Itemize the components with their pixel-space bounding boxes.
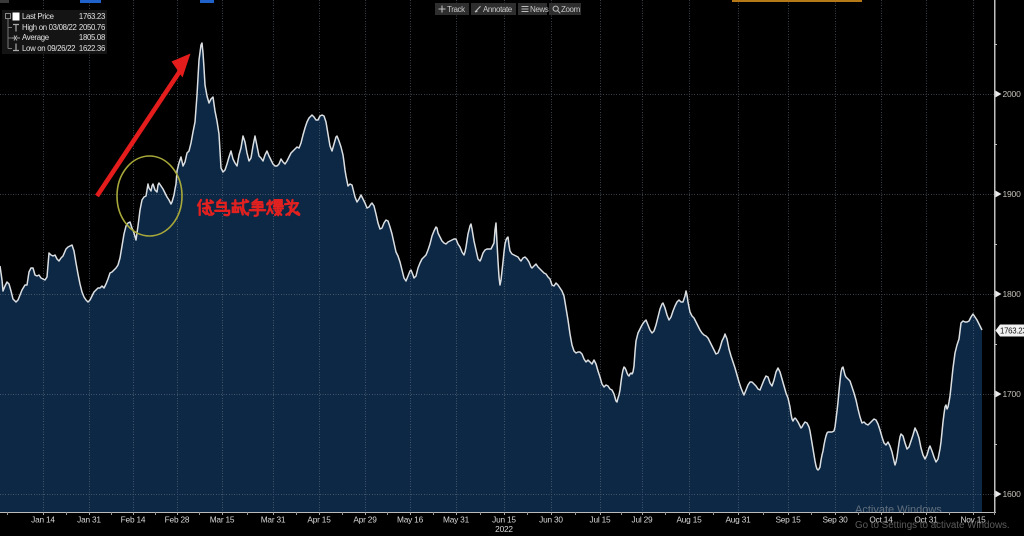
svg-text:Jan 14: Jan 14 [31, 515, 55, 525]
svg-text:1700: 1700 [1003, 389, 1022, 399]
svg-text:Apr 15: Apr 15 [307, 515, 331, 525]
svg-text:Feb 28: Feb 28 [165, 515, 190, 525]
svg-text:Jul 15: Jul 15 [590, 515, 612, 525]
svg-text:Aug 15: Aug 15 [676, 515, 702, 525]
svg-text:Jul 29: Jul 29 [632, 515, 654, 525]
svg-text:Aug 31: Aug 31 [725, 515, 751, 525]
svg-text:May 16: May 16 [397, 515, 424, 525]
svg-text:1763.23: 1763.23 [1000, 327, 1024, 336]
svg-text:Mar 15: Mar 15 [210, 515, 235, 525]
svg-text:Mar 31: Mar 31 [261, 515, 286, 525]
svg-text:Nov 15: Nov 15 [960, 515, 986, 525]
svg-text:Sep 30: Sep 30 [822, 515, 848, 525]
svg-text:1600: 1600 [1003, 489, 1022, 499]
svg-text:Oct 14: Oct 14 [869, 515, 893, 525]
svg-text:Apr 29: Apr 29 [353, 515, 377, 525]
svg-text:Jun 30: Jun 30 [539, 515, 563, 525]
svg-text:May 31: May 31 [443, 515, 470, 525]
svg-text:Jan 31: Jan 31 [77, 515, 101, 525]
svg-text:Sep 15: Sep 15 [775, 515, 801, 525]
svg-text:1900: 1900 [1003, 189, 1022, 199]
svg-text:2000: 2000 [1003, 89, 1022, 99]
svg-text:Oct 31: Oct 31 [914, 515, 938, 525]
svg-text:Feb 14: Feb 14 [121, 515, 146, 525]
svg-text:Jun 15: Jun 15 [492, 515, 516, 525]
svg-text:1800: 1800 [1003, 289, 1022, 299]
svg-text:2022: 2022 [495, 524, 513, 534]
